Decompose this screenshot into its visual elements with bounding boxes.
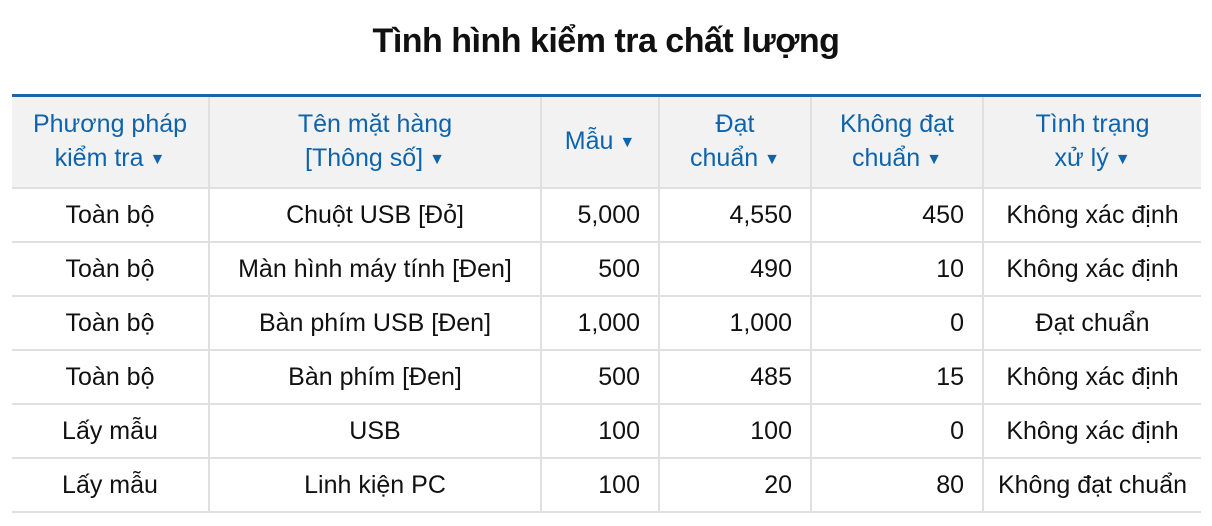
- table-row: Toàn bộ Chuột USB [Đỏ] 5,000 4,550 450 Không …: [12, 187, 1201, 243]
- table-row: Lấy mẫu Linh kiện PC 100 20 80 Không đạt chuẩ…: [12, 457, 1201, 513]
- table-cell: 80: [810, 457, 984, 513]
- table-cell: 450: [810, 187, 984, 243]
- column-header[interactable]: Đạt chuẩn ▼: [658, 95, 812, 189]
- column-header-label: Không đạt chuẩn: [840, 110, 954, 172]
- table-cell: Không xác định: [982, 349, 1201, 405]
- table-cell: Linh kiện PC: [208, 457, 542, 513]
- column-header-label: Mẫu: [564, 127, 614, 155]
- table-cell: Chuột USB [Đỏ]: [208, 187, 542, 243]
- table-cell: USB: [208, 403, 542, 459]
- page-title: Tình hình kiểm tra chất lượng: [372, 22, 840, 60]
- table-cell: Toàn bộ: [12, 241, 210, 297]
- column-header[interactable]: Tên mặt hàng [Thông số] ▼: [208, 95, 542, 189]
- table-cell: 500: [540, 349, 660, 405]
- filter-dropdown-icon[interactable]: ▼: [619, 134, 636, 151]
- table-cell: 100: [540, 457, 660, 513]
- quality-table: Phương pháp kiểm tra ▼ Tên mặt hàng [Thông s…: [12, 94, 1201, 513]
- filter-dropdown-icon[interactable]: ▼: [149, 151, 166, 168]
- table-cell: 490: [658, 241, 812, 297]
- table-cell: 100: [658, 403, 812, 459]
- column-header[interactable]: Tình trạng xử lý ▼: [982, 95, 1201, 189]
- table-cell: Lấy mẫu: [12, 403, 210, 459]
- table-row: Lấy mẫu USB 100 100 0 Không xác định: [12, 403, 1201, 459]
- column-header[interactable]: Phương pháp kiểm tra ▼: [12, 95, 210, 189]
- table-row: Toàn bộ Màn hình máy tính [Đen] 500 490 10 Kh…: [12, 241, 1201, 297]
- table-cell: Bàn phím [Đen]: [208, 349, 542, 405]
- column-header[interactable]: Không đạt chuẩn ▼: [810, 95, 984, 189]
- table-row: Toàn bộ Bàn phím [Đen] 500 485 15 Không xác đ…: [12, 349, 1201, 405]
- column-header-label: Đạt chuẩn: [690, 110, 759, 172]
- table-cell: 1,000: [540, 295, 660, 351]
- table-cell: Không xác định: [982, 187, 1201, 243]
- table-cell: 10: [810, 241, 984, 297]
- filter-dropdown-icon[interactable]: ▼: [429, 151, 445, 168]
- table-row: Toàn bộ Bàn phím USB [Đen] 1,000 1,000 0 Đạt …: [12, 295, 1201, 351]
- table-cell: Bàn phím USB [Đen]: [208, 295, 542, 351]
- table-cell: 20: [658, 457, 812, 513]
- filter-dropdown-icon[interactable]: ▼: [1114, 151, 1131, 168]
- table-cell: Không xác định: [982, 241, 1201, 297]
- table-cell: 15: [810, 349, 984, 405]
- table-cell: Toàn bộ: [12, 295, 210, 351]
- column-header-label: Tên mặt hàng [Thông số]: [297, 110, 453, 172]
- table-cell: Không xác định: [982, 403, 1201, 459]
- table-cell: 500: [540, 241, 660, 297]
- filter-dropdown-icon[interactable]: ▼: [926, 151, 942, 168]
- filter-dropdown-icon[interactable]: ▼: [764, 151, 780, 168]
- table-cell: Toàn bộ: [12, 187, 210, 243]
- table-cell: Lấy mẫu: [12, 457, 210, 513]
- table-cell: Toàn bộ: [12, 349, 210, 405]
- column-header[interactable]: Mẫu ▼: [540, 95, 660, 189]
- table-cell: Đạt chuẩn: [982, 295, 1201, 351]
- column-header-label: Tình trạng xử lý: [1035, 110, 1150, 172]
- column-header-label: Phương pháp kiểm tra: [32, 110, 188, 172]
- table-cell: 0: [810, 403, 984, 459]
- table-cell: Không đạt chuẩn: [982, 457, 1201, 513]
- table-cell: 0: [810, 295, 984, 351]
- table-cell: 5,000: [540, 187, 660, 243]
- table-cell: 100: [540, 403, 660, 459]
- table-cell: 485: [658, 349, 812, 405]
- table-cell: Màn hình máy tính [Đen]: [208, 241, 542, 297]
- table-cell: 1,000: [658, 295, 812, 351]
- table-cell: 4,550: [658, 187, 812, 243]
